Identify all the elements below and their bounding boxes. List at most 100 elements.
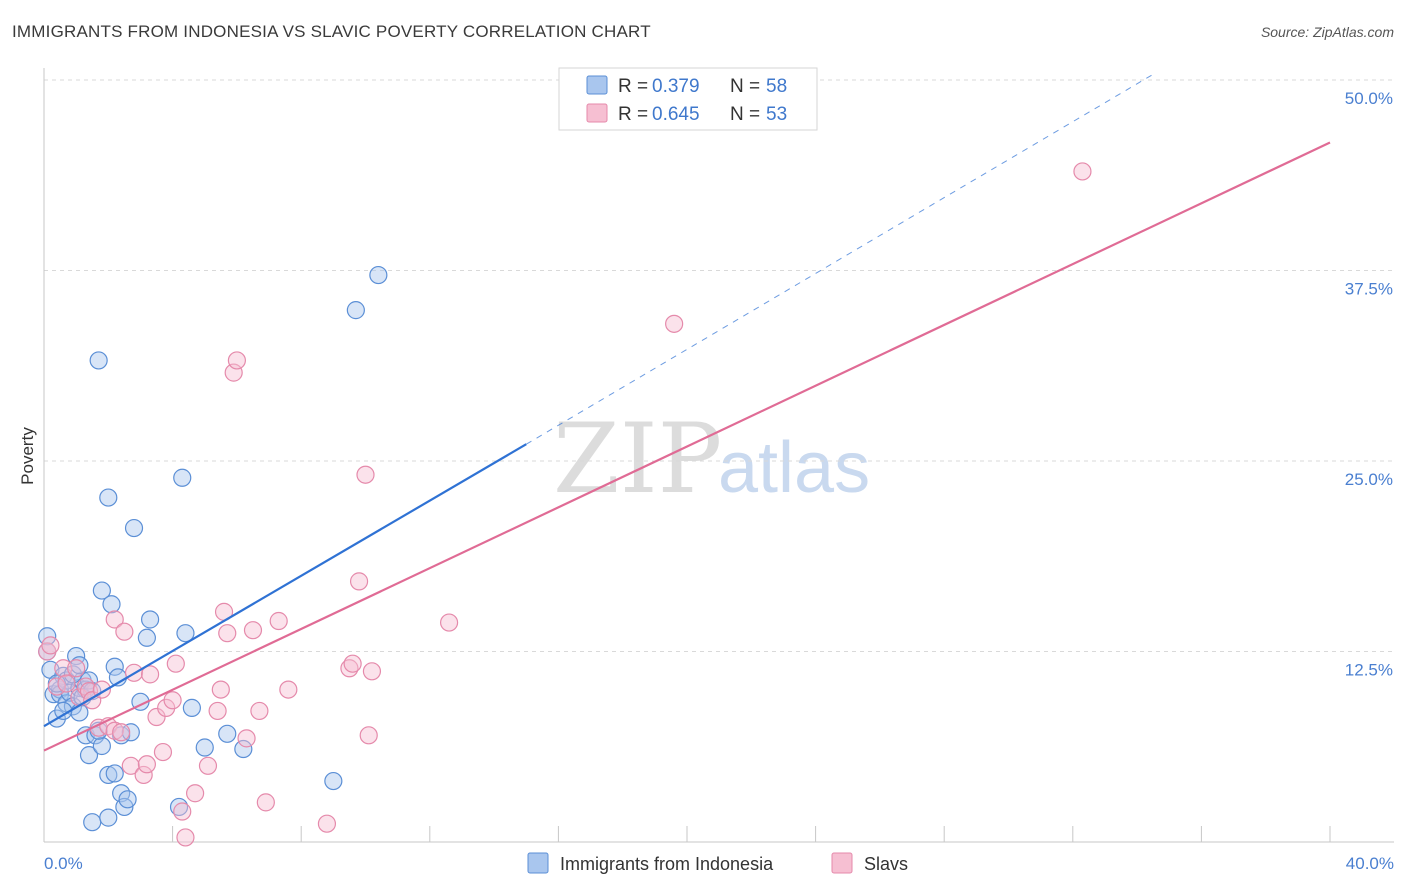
indonesia-point-44 <box>195 738 214 757</box>
indonesia-point-29 <box>102 595 121 614</box>
trend-line-indonesia <box>43 443 527 728</box>
series-legend-label-indonesia: Immigrants from Indonesia <box>560 854 774 874</box>
series-slavs <box>38 162 1092 847</box>
slavs-point-17 <box>121 756 140 775</box>
slavs-point-39 <box>250 701 269 721</box>
slavs-point-28 <box>176 828 195 847</box>
indonesia-point-35 <box>118 790 137 809</box>
slavs-point-45 <box>343 654 362 673</box>
indonesia-point-37 <box>124 518 144 538</box>
slavs-point-14 <box>105 610 124 629</box>
slavs-point-52 <box>1073 162 1092 181</box>
indonesia-point-24 <box>92 736 111 756</box>
slavs-point-43 <box>317 814 337 833</box>
slavs-point-21 <box>140 665 160 684</box>
y-tick-label-1: 25.0% <box>1345 470 1393 489</box>
series-legend-swatch-indonesia <box>527 852 549 874</box>
slavs-point-34 <box>218 624 237 643</box>
y-tick-label-3: 50.0% <box>1345 89 1393 108</box>
watermark-atlas: atlas <box>718 428 870 508</box>
series-immigrants-from-indonesia <box>38 265 388 832</box>
slavs-point-16 <box>115 622 134 641</box>
trend-line-slavs <box>43 141 1331 752</box>
legend-n-label-2: N = <box>730 104 760 125</box>
chart-title: IMMIGRANTS FROM INDONESIA VS SLAVIC POVE… <box>12 22 651 41</box>
slavs-point-22 <box>147 707 166 727</box>
slavs-point-37 <box>237 729 256 748</box>
slavs-point-20 <box>137 755 156 774</box>
slavs-point-31 <box>208 701 227 721</box>
indonesia-point-22 <box>89 351 108 370</box>
y-tick-labels: 12.5% 25.0% 37.5% 50.0% <box>1345 89 1393 680</box>
slavs-point-50 <box>439 613 459 632</box>
y-tick-label-2: 37.5% <box>1345 280 1393 299</box>
legend-n-label-1: N = <box>730 76 760 97</box>
slavs-point-49 <box>362 662 382 681</box>
trend-lines <box>43 71 1331 752</box>
source-credit: Source: ZipAtlas.com <box>1260 24 1394 40</box>
legend-r-label-2: R = <box>618 104 648 125</box>
legend-swatch-pink <box>586 103 608 123</box>
indonesia-point-42 <box>176 624 195 643</box>
slavs-point-4 <box>57 674 76 693</box>
slavs-point-25 <box>163 691 182 710</box>
slavs-point-47 <box>356 465 375 484</box>
indonesia-point-19 <box>79 746 99 765</box>
indonesia-point-49 <box>369 265 388 285</box>
indonesia-point-41 <box>173 468 192 487</box>
series-legend-swatch-slavs <box>831 852 853 874</box>
indonesia-point-48 <box>346 301 365 320</box>
x-tick-label-min: 0.0% <box>44 854 83 873</box>
indonesia-point-38 <box>137 628 156 647</box>
slavs-point-19 <box>134 765 153 785</box>
slavs-point-1 <box>41 636 60 655</box>
x-tick-label-max: 40.0% <box>1346 854 1394 873</box>
trend-line-indonesia-extension <box>525 71 1157 445</box>
slavs-point-5 <box>67 659 86 678</box>
legend-r-label-1: R = <box>618 76 648 97</box>
slavs-point-3 <box>54 659 73 678</box>
slavs-point-40 <box>256 793 275 812</box>
slavs-point-24 <box>157 698 176 717</box>
slavs-point-41 <box>269 611 288 631</box>
slavs-point-51 <box>665 314 684 333</box>
slavs-point-38 <box>243 621 263 640</box>
series-legend-label-slavs: Slavs <box>864 854 908 874</box>
slavs-point-46 <box>349 572 369 591</box>
slavs-point-48 <box>359 726 378 745</box>
slavs-point-36 <box>227 351 246 370</box>
legend-r-value-2: 0.645 <box>652 104 700 125</box>
legend-n-value-2: 53 <box>766 104 787 125</box>
series-legend: Immigrants from Indonesia Slavs <box>527 852 908 874</box>
x-axis-ticks <box>43 826 1331 842</box>
indonesia-point-30 <box>105 764 124 783</box>
indonesia-point-39 <box>140 610 160 629</box>
slavs-point-13 <box>105 721 124 740</box>
indonesia-point-23 <box>92 581 111 600</box>
slavs-point-29 <box>186 784 205 803</box>
indonesia-point-45 <box>218 724 237 743</box>
indonesia-point-43 <box>182 698 201 717</box>
legend-r-value-1: 0.379 <box>652 76 700 97</box>
slavs-point-26 <box>166 654 185 673</box>
slavs-point-42 <box>279 680 298 699</box>
legend-n-value-1: 58 <box>766 76 787 97</box>
slavs-point-23 <box>153 742 173 762</box>
y-tick-label-0: 12.5% <box>1345 661 1393 680</box>
gridlines <box>44 79 1394 652</box>
legend-swatch-blue <box>586 75 608 95</box>
indonesia-point-47 <box>324 771 343 791</box>
indonesia-point-27 <box>99 765 118 785</box>
indonesia-point-20 <box>83 813 102 832</box>
indonesia-point-26 <box>99 808 118 827</box>
indonesia-point-46 <box>234 739 253 759</box>
slavs-point-30 <box>198 756 218 775</box>
slavs-point-15 <box>112 723 131 742</box>
slavs-point-32 <box>211 680 230 699</box>
indonesia-point-28 <box>99 488 118 507</box>
y-axis-title: Poverty <box>18 427 37 485</box>
slavs-point-27 <box>173 802 192 821</box>
indonesia-point-31 <box>105 657 124 676</box>
correlation-legend: R = 0.379 N = 58 R = 0.645 N = 53 <box>558 67 818 131</box>
